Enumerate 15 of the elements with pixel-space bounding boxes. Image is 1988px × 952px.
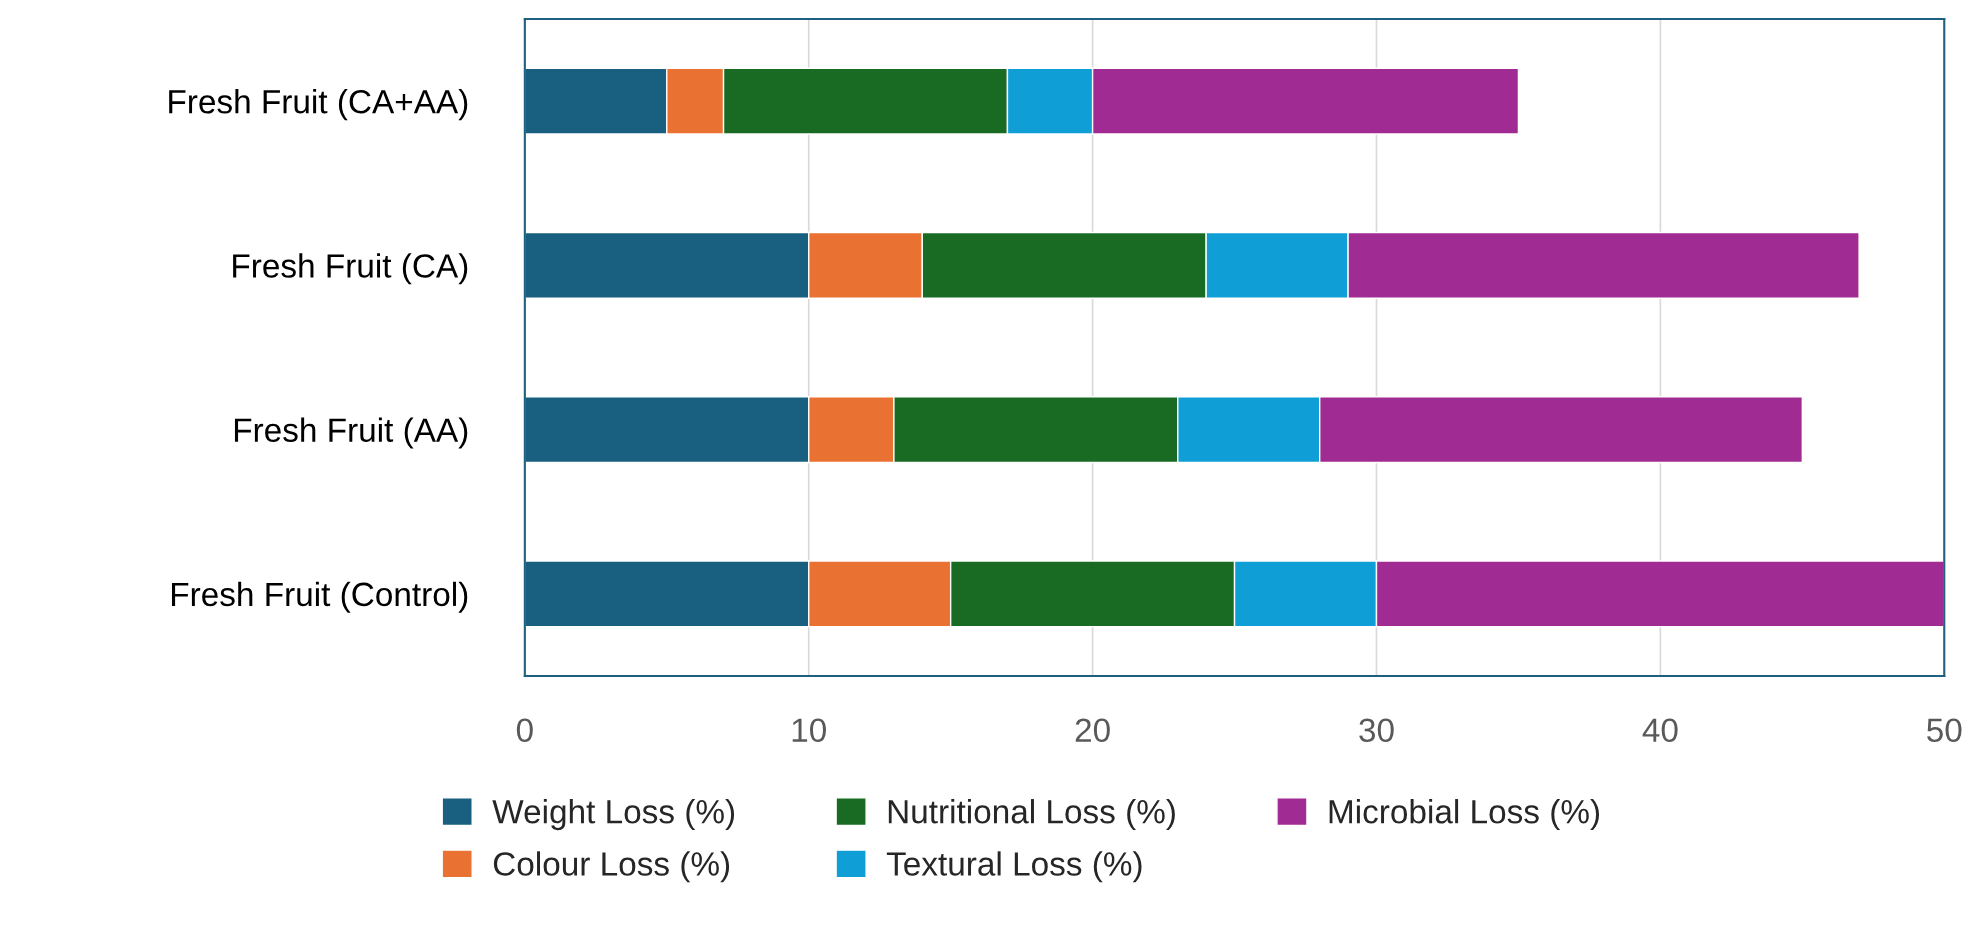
x-tick-label: 0 [516, 718, 533, 743]
x-tick-label: 10 [792, 718, 826, 743]
y-tick-label: Fresh Fruit (Control) [171, 581, 468, 613]
legend-label: Weight Loss (%) [492, 799, 735, 831]
y-tick-label: Fresh Fruit (AA) [234, 417, 468, 449]
x-tick-label: 40 [1642, 718, 1678, 743]
x-tick-label: 50 [1927, 718, 1962, 743]
legend-label: Textural Loss (%) [886, 851, 1142, 883]
y-tick-label: Fresh Fruit (CA) [233, 253, 468, 285]
y-tick-label: Fresh Fruit (CA+AA) [169, 89, 468, 121]
legend-label: Microbial Loss (%) [1329, 799, 1600, 831]
x-tick-label: 30 [1359, 718, 1394, 743]
legend-label: Nutritional Loss (%) [888, 799, 1175, 831]
legend-label: Colour Loss (%) [493, 851, 730, 883]
x-tick-label: 20 [1075, 718, 1110, 743]
